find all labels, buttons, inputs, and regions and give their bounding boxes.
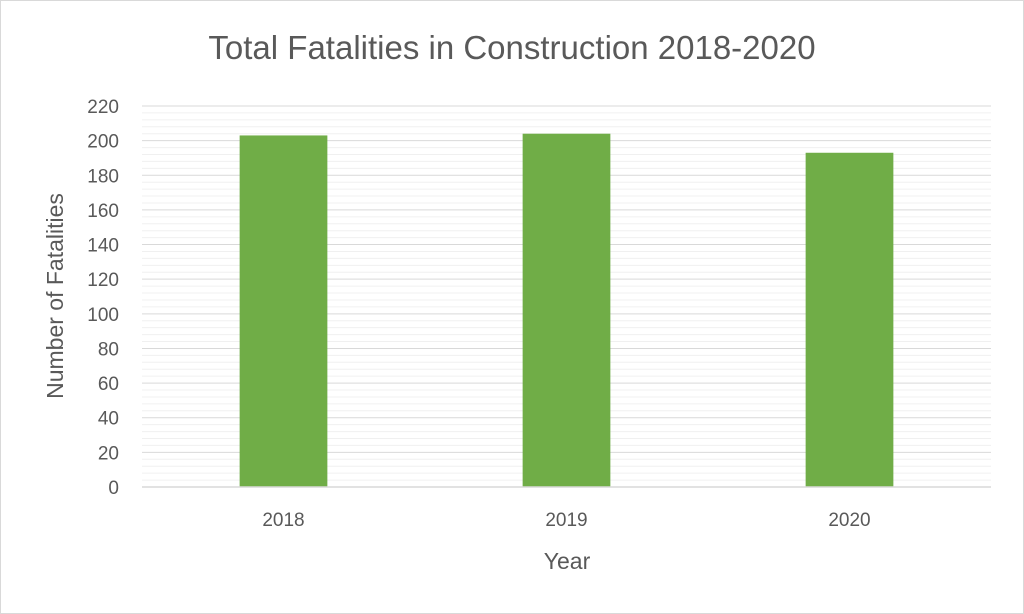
y-tick-label: 60: [98, 374, 119, 395]
y-axis-title: Number of Fatalities: [42, 193, 68, 399]
x-tick-label: 2020: [828, 510, 870, 531]
y-tick-label: 200: [87, 132, 119, 153]
y-tick-label: 180: [87, 166, 119, 187]
x-tick-label: 2019: [545, 510, 587, 531]
chart-title: Total Fatalities in Construction 2018-20…: [208, 29, 815, 66]
y-tick-label: 120: [87, 270, 119, 291]
bars: [239, 133, 894, 487]
x-tick-labels: 2018 2019 2020: [262, 510, 870, 531]
y-tick-label: 40: [98, 409, 119, 430]
y-tick-label: 220: [87, 97, 119, 118]
y-tick-label: 100: [87, 305, 119, 326]
y-tick-label: 160: [87, 201, 119, 222]
x-tick-label: 2018: [262, 510, 304, 531]
y-tick-labels: 0 20 40 60 80 100 120 140 160 180 200 220: [87, 97, 119, 499]
y-tick-label: 140: [87, 236, 119, 257]
y-tick-label: 0: [108, 478, 119, 499]
bar-2018: [239, 135, 328, 487]
x-axis-title: Year: [544, 548, 591, 574]
bar-2019: [522, 133, 611, 487]
bar-2020: [805, 152, 894, 487]
y-tick-label: 20: [98, 443, 119, 464]
y-tick-label: 80: [98, 339, 119, 360]
